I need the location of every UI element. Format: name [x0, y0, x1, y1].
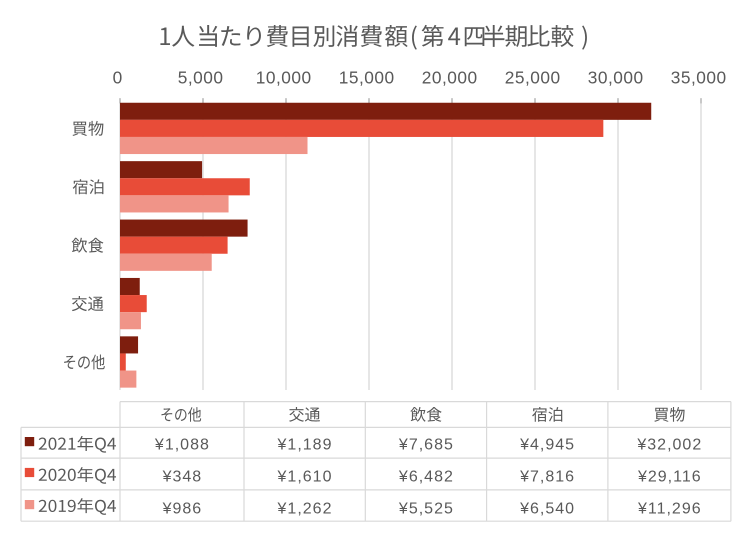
svg-text:30,000: 30,000: [588, 67, 644, 87]
svg-text:¥1,610: ¥1,610: [277, 469, 333, 486]
svg-text:¥7,816: ¥7,816: [519, 469, 575, 486]
svg-text:0: 0: [113, 67, 123, 87]
svg-text:¥7,685: ¥7,685: [398, 437, 454, 454]
svg-text:¥29,116: ¥29,116: [637, 469, 702, 486]
svg-text:25,000: 25,000: [505, 67, 561, 87]
svg-text:10,000: 10,000: [256, 67, 312, 87]
svg-text:¥32,002: ¥32,002: [636, 437, 702, 454]
svg-text:¥6,482: ¥6,482: [398, 469, 454, 486]
svg-text:¥5,525: ¥5,525: [398, 500, 454, 517]
svg-text:20,000: 20,000: [422, 67, 478, 87]
svg-text:15,000: 15,000: [339, 67, 395, 87]
svg-text:¥986: ¥986: [162, 500, 203, 517]
svg-text:¥1,088: ¥1,088: [154, 437, 210, 454]
svg-text:5,000: 5,000: [178, 67, 224, 87]
svg-text:35,000: 35,000: [671, 67, 727, 87]
svg-text:¥6,540: ¥6,540: [519, 500, 575, 517]
svg-text:¥1,262: ¥1,262: [277, 500, 333, 517]
svg-text:¥4,945: ¥4,945: [519, 437, 575, 454]
svg-text:¥348: ¥348: [162, 469, 203, 486]
svg-text:¥11,296: ¥11,296: [637, 500, 702, 517]
svg-text:¥1,189: ¥1,189: [277, 437, 333, 454]
